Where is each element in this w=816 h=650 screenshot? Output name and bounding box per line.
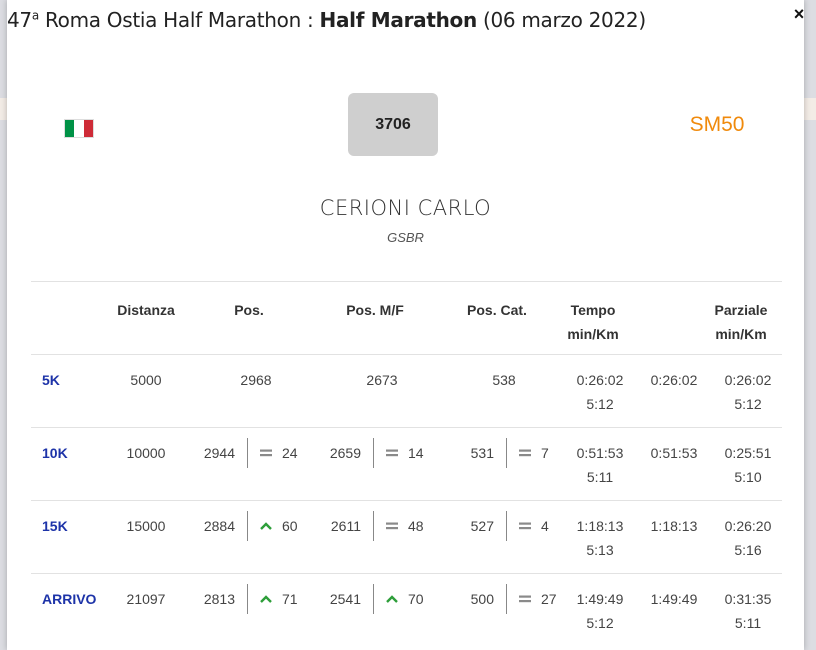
position-value: 527 [470, 518, 494, 534]
separator [247, 511, 248, 541]
separator [373, 584, 374, 614]
position-value: 2968 [240, 372, 272, 388]
separator [247, 438, 248, 468]
row-divider [31, 427, 782, 428]
position-value: 2884 [203, 518, 235, 534]
position-group: 2541 70 [321, 583, 424, 615]
modal-title: 47a Roma Ostia Half Marathon : Half Mara… [7, 8, 646, 32]
position-group: 531 7 [454, 437, 549, 469]
row-divider [31, 573, 782, 574]
row-divider [31, 354, 782, 355]
italy-flag-icon [64, 119, 94, 138]
header-parziale: Parziale min/Km [714, 302, 768, 342]
position-delta: 71 [282, 591, 298, 607]
separator [373, 511, 374, 541]
position-value: 2659 [329, 445, 361, 461]
trend-up-icon [260, 594, 274, 604]
trend-equal-icon [519, 448, 533, 458]
position-delta: 24 [282, 445, 298, 461]
separator [506, 584, 507, 614]
position-delta: 60 [282, 518, 298, 534]
divider [31, 281, 782, 282]
table-row: 10K 10000 2944 24 2659 14 531 7 0:51:53 5:11 0:51:… [31, 427, 782, 500]
flag-green-band [65, 120, 75, 137]
cell-tempo: 1:49:49 5:12 [576, 591, 624, 631]
cell-distanza: 10000 [126, 445, 166, 461]
position-group: 2611 48 [321, 510, 424, 542]
trend-equal-icon [519, 521, 533, 531]
cell-parziale: 0:25:51 5:10 [724, 445, 772, 485]
cell-time: 1:18:13 [650, 518, 698, 534]
trend-up-icon [260, 521, 274, 531]
position-delta: 70 [408, 591, 424, 607]
cell-tempo: 0:26:02 5:12 [576, 372, 624, 412]
race-name: Half Marathon [319, 8, 478, 32]
flag-white-band [74, 120, 84, 137]
header-tempo: Tempo min/Km [567, 302, 619, 342]
trend-equal-icon [260, 448, 274, 458]
athlete-name: CERIONI CARLO [319, 196, 492, 220]
cell-time: 0:51:53 [650, 445, 698, 461]
cell-parziale: 0:31:35 5:11 [724, 591, 772, 631]
split-link[interactable]: 10K [42, 445, 68, 461]
position-value: 531 [470, 445, 494, 461]
cell-parziale: 0:26:20 5:16 [724, 518, 772, 558]
row-divider [31, 500, 782, 501]
position-value: 2611 [330, 518, 361, 534]
table-row: 15K 15000 2884 60 2611 48 527 4 1:18:13 5:13 1:18:… [31, 500, 782, 573]
position-value: 2813 [203, 591, 235, 607]
position-delta: 14 [408, 445, 424, 461]
cell-distanza: 15000 [126, 518, 166, 534]
header-pos: Pos. [234, 302, 264, 318]
separator [247, 584, 248, 614]
split-link[interactable]: ARRIVO [42, 591, 97, 607]
trend-equal-icon [386, 448, 400, 458]
position-group: 2813 71 [195, 583, 298, 615]
position-value: 538 [492, 372, 516, 388]
bib-number: 3706 [348, 93, 438, 156]
position-delta: 7 [541, 445, 549, 461]
position-delta: 27 [541, 591, 557, 607]
category-label: SM50 [689, 113, 745, 136]
cell-distanza: 5000 [130, 372, 162, 388]
cell-tempo: 0:51:53 5:11 [576, 445, 624, 485]
position-value: 2673 [366, 372, 398, 388]
close-icon[interactable]: × [793, 4, 805, 24]
header-pos-cat: Pos. Cat. [467, 302, 527, 318]
position-value: 2541 [329, 591, 361, 607]
trend-equal-icon [386, 521, 400, 531]
position-group: 2659 14 [321, 437, 424, 469]
header-pos-mf: Pos. M/F [346, 302, 404, 318]
position-delta: 4 [541, 518, 549, 534]
split-link[interactable]: 5K [42, 372, 60, 388]
cell-parziale: 0:26:02 5:12 [724, 372, 772, 412]
position-delta: 48 [408, 518, 424, 534]
position-group: 500 27 [454, 583, 557, 615]
trend-up-icon [386, 594, 400, 604]
position-group: 2884 60 [195, 510, 298, 542]
cell-time: 0:26:02 [650, 372, 698, 388]
position-group: 2944 24 [195, 437, 298, 469]
cell-tempo: 1:18:13 5:13 [576, 518, 624, 558]
cell-distanza: 21097 [126, 591, 166, 607]
separator [506, 438, 507, 468]
separator [373, 438, 374, 468]
flag-red-band [83, 120, 93, 137]
trend-equal-icon [519, 594, 533, 604]
header-distanza: Distanza [117, 302, 175, 318]
result-modal: 47a Roma Ostia Half Marathon : Half Mara… [7, 0, 804, 650]
table-row: ARRIVO 21097 2813 71 2541 70 500 27 1:49:49 5:12 1… [31, 573, 782, 646]
split-link[interactable]: 15K [42, 518, 68, 534]
position-value: 2944 [203, 445, 235, 461]
position-group: 527 4 [454, 510, 549, 542]
team-name: GSBR [387, 230, 424, 245]
table-row: 5K 5000 2968 2673 538 0:26:02 5:12 0:26:02 0:26:… [31, 354, 782, 427]
position-value: 500 [470, 591, 494, 607]
separator [506, 511, 507, 541]
cell-time: 1:49:49 [650, 591, 698, 607]
